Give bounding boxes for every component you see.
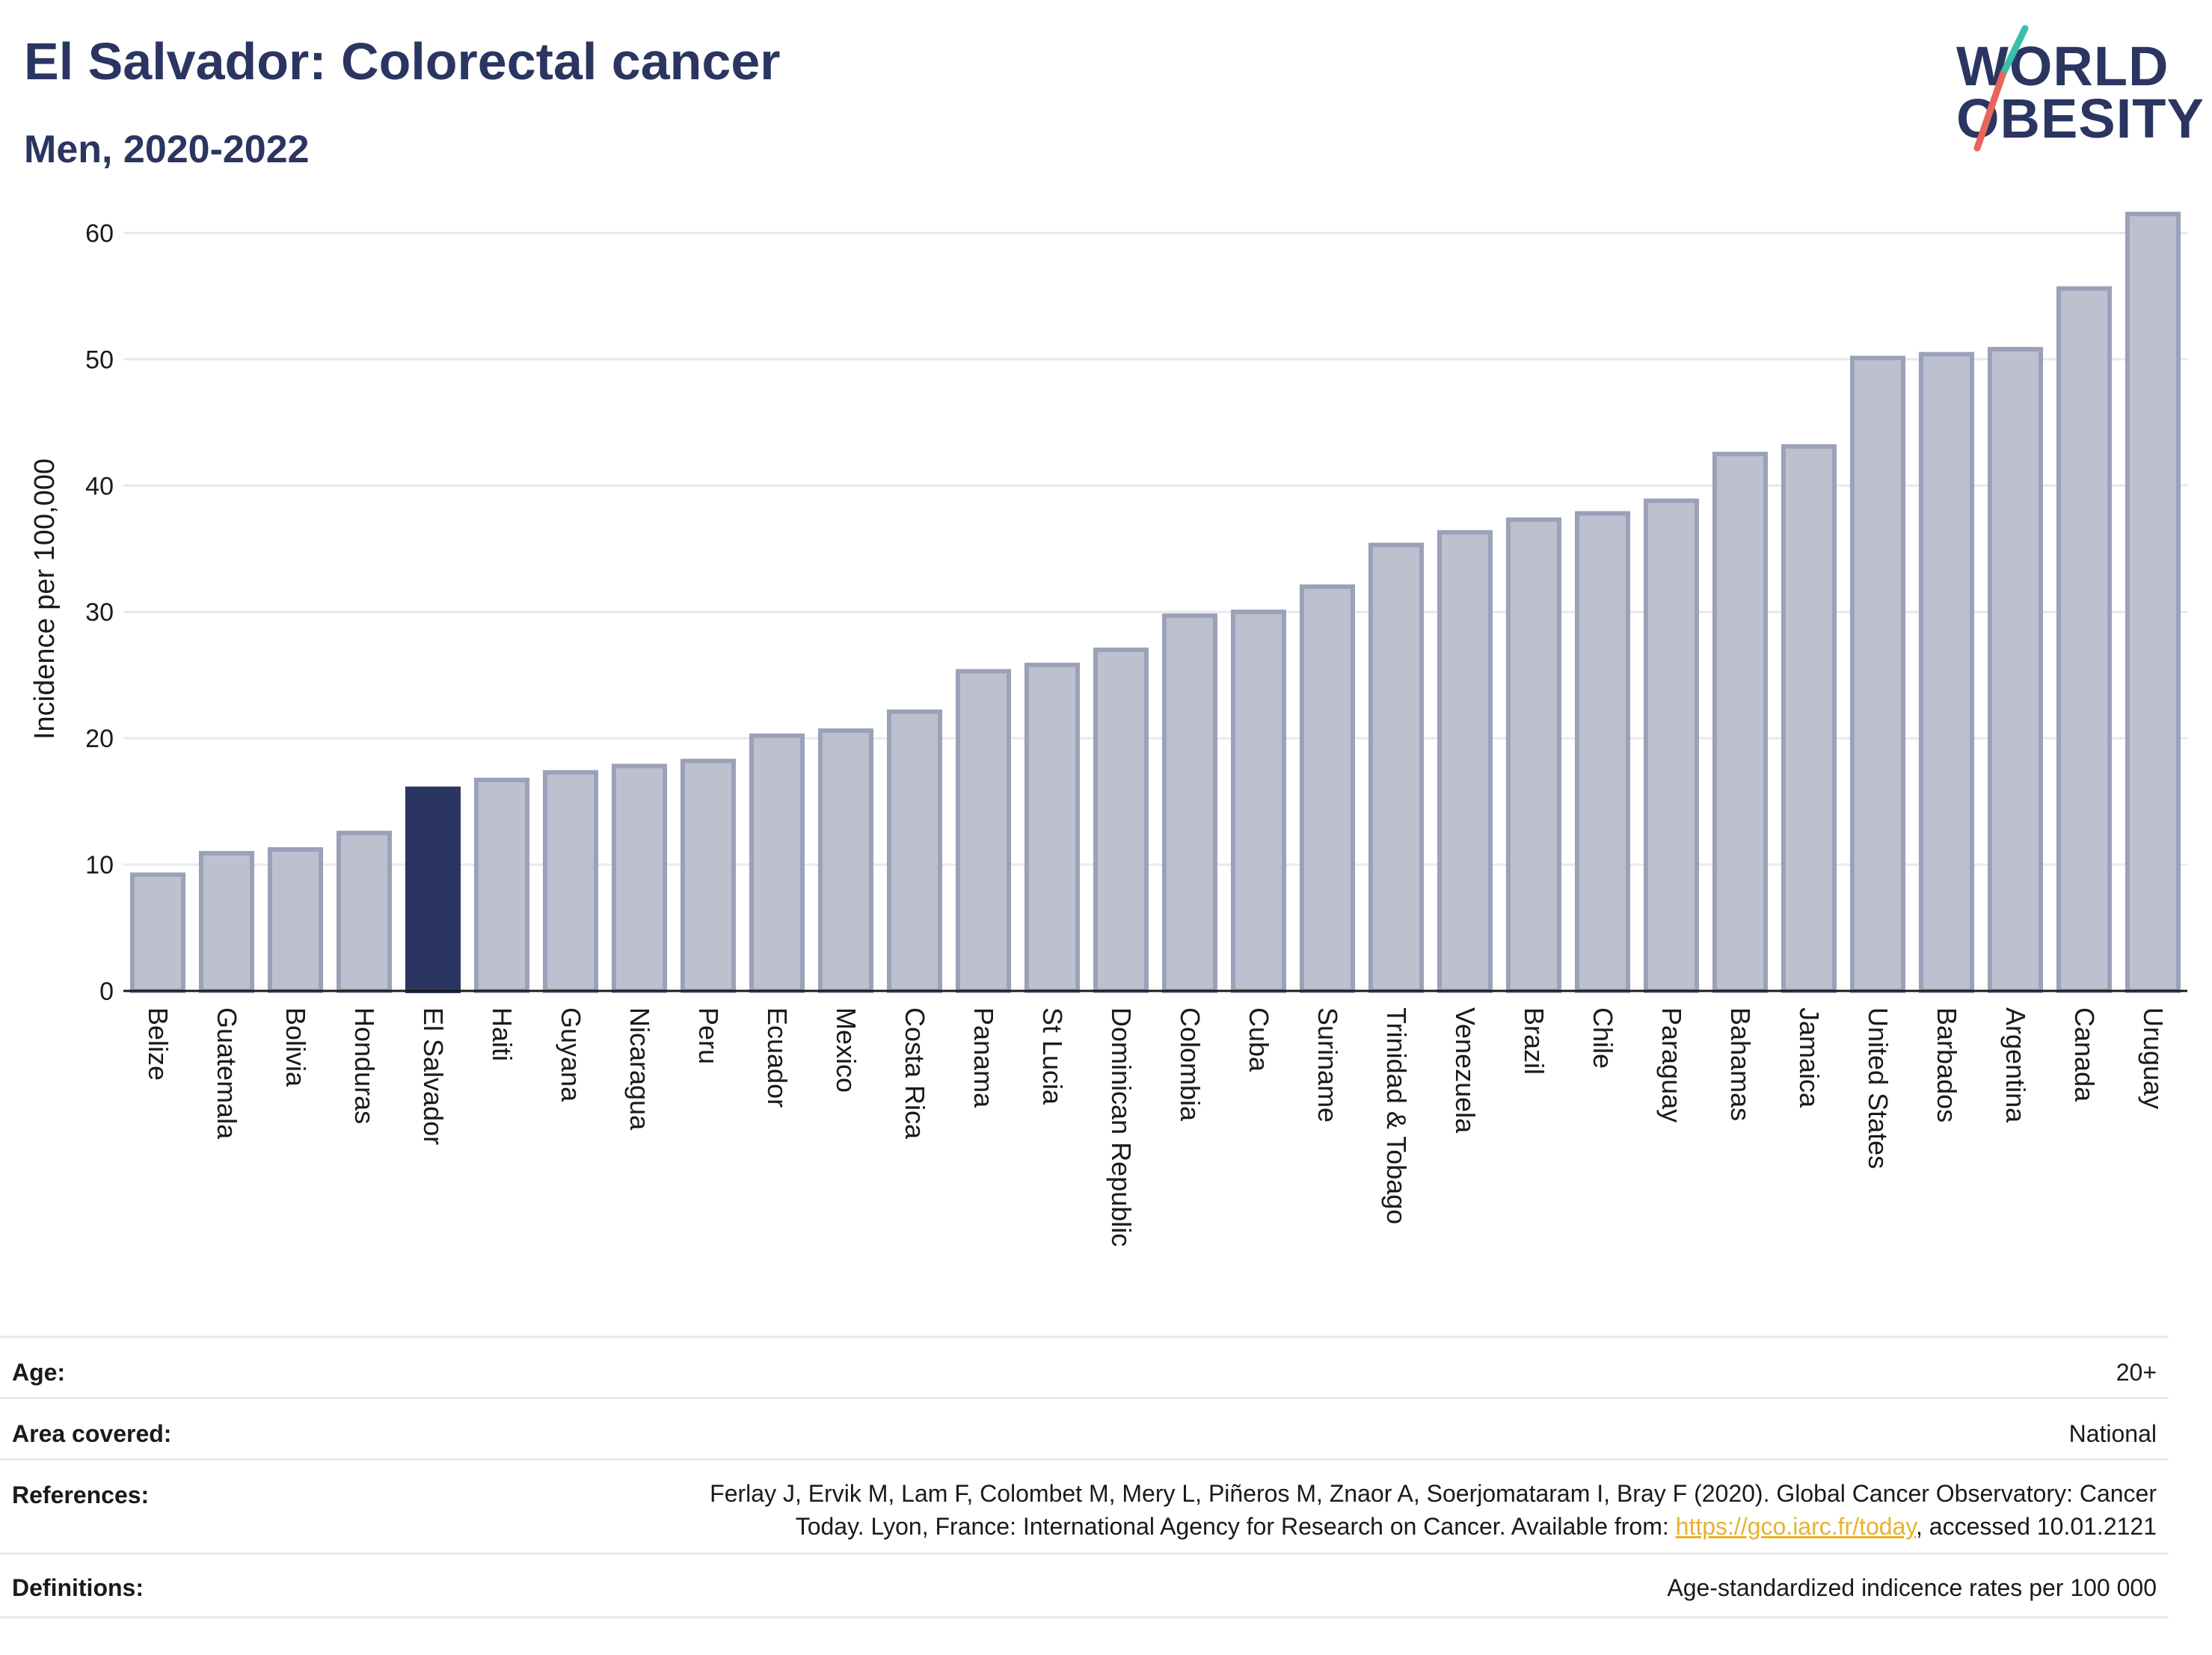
x-tick-label: Argentina bbox=[2000, 1007, 2031, 1123]
y-tick-label: 10 bbox=[85, 851, 114, 879]
definitions-label: Definitions: bbox=[12, 1574, 144, 1601]
y-tick-label: 0 bbox=[99, 977, 114, 1006]
bar-haiti bbox=[473, 777, 530, 993]
x-tick-label: Bahamas bbox=[1725, 1007, 1756, 1121]
y-tick-label: 40 bbox=[85, 472, 114, 500]
x-tick-label: Barbados bbox=[1932, 1007, 1962, 1123]
logo-slash-icon bbox=[1973, 25, 2029, 152]
age-label: Age: bbox=[12, 1359, 66, 1386]
bar-panama bbox=[955, 669, 1012, 994]
x-tick-label: El Salvador bbox=[418, 1007, 449, 1145]
y-tick-label: 30 bbox=[85, 598, 114, 627]
references-label: References: bbox=[12, 1481, 150, 1508]
bar-nicaragua bbox=[611, 764, 668, 993]
bar-jamaica bbox=[1781, 443, 1837, 993]
x-tick-label: Trinidad & Tobago bbox=[1381, 1007, 1412, 1224]
definitions-value: Age-standardized indicence rates per 100… bbox=[1667, 1574, 2157, 1601]
x-tick-label: Chile bbox=[1588, 1007, 1618, 1069]
meta-row-references: References: Ferlay J, Ervik M, Lam F, Co… bbox=[0, 1458, 2169, 1555]
references-line-2: Today. Lyon, France: International Agenc… bbox=[287, 1510, 2157, 1543]
logo-line-2: OBESITY bbox=[1956, 87, 2205, 150]
references-line-2-text: Today. Lyon, France: International Agenc… bbox=[795, 1513, 1676, 1540]
references-accessed: , accessed 10.01.2121 bbox=[1915, 1513, 2157, 1540]
references-line-1: Ferlay J, Ervik M, Lam F, Colombet M, Me… bbox=[710, 1480, 2157, 1507]
bar-canada bbox=[2056, 286, 2113, 993]
bar-cuba bbox=[1230, 610, 1287, 993]
x-tick-label: Brazil bbox=[1519, 1007, 1549, 1075]
meta-row-area: Area covered: National bbox=[0, 1397, 2169, 1461]
x-tick-label: Costa Rica bbox=[900, 1007, 930, 1140]
meta-row-age: Age: 20+ bbox=[0, 1336, 2169, 1399]
x-tick-label: Paraguay bbox=[1656, 1007, 1687, 1123]
bar-colombia bbox=[1161, 613, 1218, 993]
x-tick-label: St Lucia bbox=[1037, 1007, 1068, 1105]
bar-bolivia bbox=[267, 847, 324, 993]
bar-barbados bbox=[1918, 351, 1975, 993]
bar-dominican-republic bbox=[1093, 647, 1149, 994]
bar-honduras bbox=[336, 830, 393, 994]
y-tick-label: 50 bbox=[85, 346, 114, 374]
bar-el-salvador bbox=[405, 786, 461, 993]
bar-venezuela bbox=[1437, 529, 1493, 993]
bar-costa-rica bbox=[886, 709, 943, 993]
bar-suriname bbox=[1299, 584, 1356, 993]
bar-united-states bbox=[1849, 355, 1906, 993]
bar-ecuador bbox=[749, 733, 805, 993]
x-tick-label: Dominican Republic bbox=[1106, 1007, 1137, 1247]
x-tick-label: Honduras bbox=[349, 1007, 380, 1124]
x-tick-label: Nicaragua bbox=[624, 1007, 655, 1131]
x-tick-label: Cuba bbox=[1244, 1007, 1274, 1072]
x-tick-label: Haiti bbox=[487, 1007, 517, 1061]
bar-mexico bbox=[817, 728, 874, 993]
references-link[interactable]: https://gco.iarc.fr/today bbox=[1675, 1513, 1916, 1540]
bar-chart: 0 10 20 30 40 50 60 Incidence per 100,000 Belize… bbox=[29, 212, 2187, 1247]
x-tick-label: Colombia bbox=[1175, 1007, 1205, 1122]
y-axis-label: Incidence per 100,000 bbox=[29, 458, 61, 740]
x-tick-label: Uruguay bbox=[2138, 1007, 2169, 1109]
references-value: Ferlay J, Ervik M, Lam F, Colombet M, Me… bbox=[287, 1477, 2157, 1543]
bar-trinidad-tobago bbox=[1368, 542, 1425, 993]
bar-argentina bbox=[1987, 346, 2044, 993]
chart-title: El Salvador: Colorectal cancer bbox=[24, 32, 781, 90]
area-label: Area covered: bbox=[12, 1420, 172, 1447]
x-tick-label: United States bbox=[1863, 1007, 1893, 1169]
bar-chile bbox=[1574, 511, 1631, 993]
bar-brazil bbox=[1505, 517, 1562, 993]
logo-line-1: WORLD bbox=[1956, 35, 2169, 97]
x-tick-label: Bolivia bbox=[280, 1007, 311, 1087]
x-tick-label: Jamaica bbox=[1794, 1007, 1825, 1108]
y-tick-label: 20 bbox=[85, 725, 114, 753]
x-tick-label: Panama bbox=[968, 1007, 999, 1108]
bar-uruguay bbox=[2125, 212, 2181, 994]
bar-st-lucia bbox=[1024, 663, 1081, 993]
world-obesity-logo: WORLD OBESITY bbox=[1944, 22, 2204, 157]
bar-belize bbox=[129, 872, 186, 994]
x-tick-label: Ecuador bbox=[762, 1007, 793, 1108]
age-value: 20+ bbox=[2116, 1359, 2157, 1386]
bar-paraguay bbox=[1643, 498, 1700, 993]
bar-bahamas bbox=[1712, 452, 1769, 993]
x-tick-label: Venezuela bbox=[1450, 1007, 1481, 1134]
chart-subtitle: Men, 2020-2022 bbox=[24, 128, 310, 171]
y-tick-label: 60 bbox=[85, 219, 114, 248]
x-tick-label: Peru bbox=[693, 1007, 724, 1064]
x-tick-label: Suriname bbox=[1312, 1007, 1343, 1123]
x-tick-label: Mexico bbox=[831, 1007, 861, 1093]
x-tick-label: Belize bbox=[143, 1007, 173, 1081]
x-tick-label: Canada bbox=[2069, 1007, 2100, 1102]
x-tick-label: Guatemala bbox=[212, 1007, 242, 1140]
bar-guatemala bbox=[198, 850, 255, 994]
x-tick-label: Guyana bbox=[556, 1007, 586, 1102]
meta-row-definitions: Definitions: Age-standardized indicence … bbox=[0, 1553, 2169, 1618]
bar-guyana bbox=[542, 770, 599, 993]
area-value: National bbox=[2068, 1420, 2157, 1447]
bar-peru bbox=[680, 758, 737, 993]
